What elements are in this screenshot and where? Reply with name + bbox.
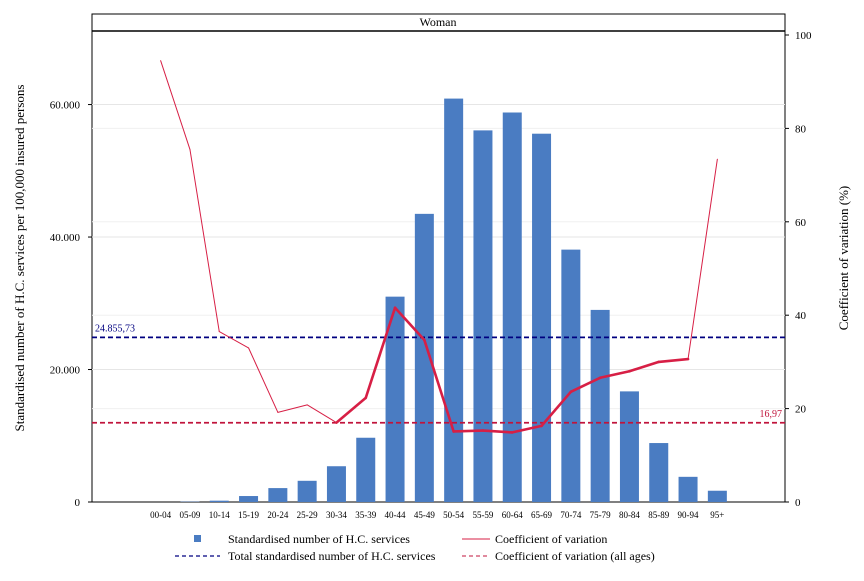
plot-frame xyxy=(92,14,785,502)
bar-90-94 xyxy=(679,477,698,502)
right-tick-label: 0 xyxy=(795,497,801,509)
panel-title: Woman xyxy=(419,15,456,29)
bar-70-74 xyxy=(561,250,580,502)
x-tick-label: 75-79 xyxy=(590,510,611,520)
right-tick-label: 20 xyxy=(795,404,807,416)
x-tick-label: 65-69 xyxy=(531,510,552,520)
left-axis: 0 20.000 40.000 60.000 xyxy=(50,100,92,509)
reference-label-0: 24.855,73 xyxy=(95,323,135,334)
x-tick-label: 20-24 xyxy=(267,510,288,520)
bar-55-59 xyxy=(473,130,492,502)
right-tick-label: 80 xyxy=(795,123,807,135)
cv-segment-3 xyxy=(249,348,278,412)
cv-segment-17 xyxy=(659,359,688,362)
x-tick-label: 40-44 xyxy=(385,510,406,520)
left-tick-label: 40.000 xyxy=(50,232,81,244)
bar-50-54 xyxy=(444,99,463,502)
x-axis: 00-04 05-09 10-14 15-19 20-24 25-29 30-34 35-39… xyxy=(150,510,724,520)
grid xyxy=(92,105,785,409)
bars xyxy=(180,99,726,502)
cv-line xyxy=(161,61,718,433)
bar-60-64 xyxy=(503,113,522,502)
right-tick-label: 100 xyxy=(795,30,812,42)
bar-35-39 xyxy=(356,438,375,502)
bar-75-79 xyxy=(591,310,610,502)
x-tick-label: 70-74 xyxy=(560,510,581,520)
right-tick-label: 60 xyxy=(795,217,807,229)
x-tick-label: 45-49 xyxy=(414,510,435,520)
x-tick-label: 15-19 xyxy=(238,510,259,520)
bar-20-24 xyxy=(268,488,287,502)
x-tick-label: 80-84 xyxy=(619,510,640,520)
reference-lines: 24.855,73 16,97 xyxy=(92,323,785,422)
cv-segment-1 xyxy=(190,149,219,331)
x-tick-label: 55-59 xyxy=(472,510,493,520)
legend-marker-bars xyxy=(194,535,201,542)
cv-segment-18 xyxy=(688,159,717,359)
right-axis-title: Coefficient of variation (%) xyxy=(836,186,851,331)
bar-85-89 xyxy=(649,443,668,502)
x-tick-label: 30-34 xyxy=(326,510,347,520)
reference-label-1: 16,97 xyxy=(760,409,783,420)
legend-label-total: Total standardised number of H.C. servic… xyxy=(228,549,436,563)
x-tick-label: 95+ xyxy=(710,510,724,520)
cv-segment-2 xyxy=(219,332,248,348)
cv-segment-6 xyxy=(336,398,365,423)
left-tick-label: 60.000 xyxy=(50,100,81,112)
bar-95+ xyxy=(708,491,727,502)
bar-80-84 xyxy=(620,391,639,502)
x-tick-label: 25-29 xyxy=(297,510,318,520)
right-axis: 0 20 40 60 80 100 xyxy=(785,30,812,509)
bar-30-34 xyxy=(327,466,346,502)
legend-label-cv: Coefficient of variation xyxy=(495,532,607,546)
x-tick-label: 10-14 xyxy=(209,510,230,520)
legend-label-bars: Standardised number of H.C. services xyxy=(228,532,410,546)
cv-segment-10 xyxy=(454,431,483,432)
left-tick-label: 0 xyxy=(75,497,81,509)
x-tick-label: 85-89 xyxy=(648,510,669,520)
x-tick-label: 00-04 xyxy=(150,510,171,520)
legend-label-cv-all: Coefficient of variation (all ages) xyxy=(495,549,655,563)
left-tick-label: 20.000 xyxy=(50,365,81,377)
x-tick-label: 90-94 xyxy=(678,510,699,520)
bar-25-29 xyxy=(298,481,317,502)
right-tick-label: 40 xyxy=(795,310,807,322)
bar-15-19 xyxy=(239,496,258,502)
x-tick-label: 50-54 xyxy=(443,510,464,520)
legend: Standardised number of H.C. services Coe… xyxy=(175,532,655,563)
bar-10-14 xyxy=(210,501,229,502)
bar-65-69 xyxy=(532,134,551,502)
x-tick-label: 35-39 xyxy=(355,510,376,520)
x-tick-label: 60-64 xyxy=(502,510,523,520)
left-axis-title: Standardised number of H.C. services per… xyxy=(12,85,27,432)
cv-segment-5 xyxy=(307,405,336,423)
x-tick-label: 05-09 xyxy=(179,510,200,520)
